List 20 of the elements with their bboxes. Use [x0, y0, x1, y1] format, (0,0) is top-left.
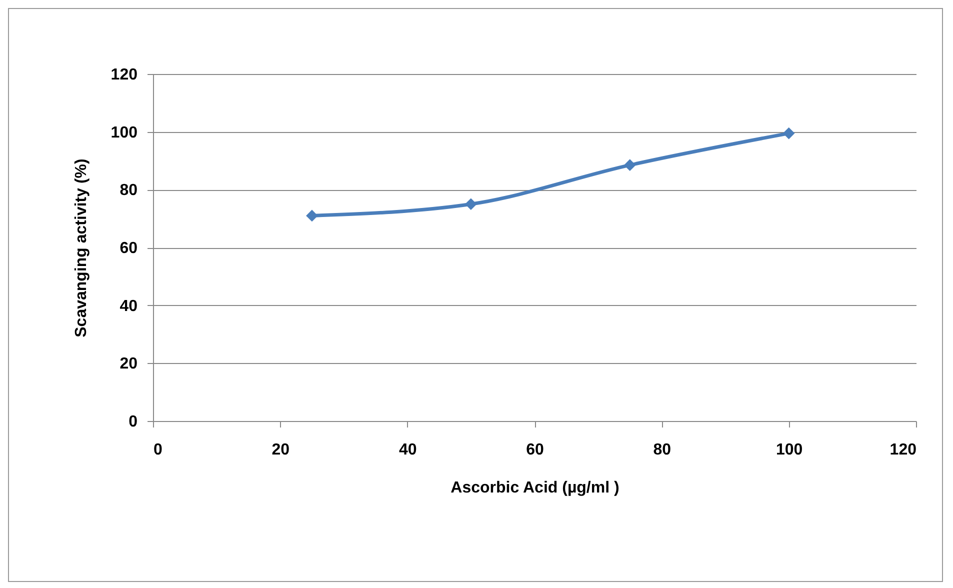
y-tick-label: 0 — [128, 414, 138, 430]
x-tick-label: 120 — [890, 442, 917, 458]
point — [306, 210, 318, 222]
y-tick-label: 20 — [120, 356, 138, 373]
x-axis-title: Ascorbic Acid (µg/ml ) — [450, 480, 620, 496]
point — [624, 159, 636, 172]
y-tick-label: 60 — [120, 240, 138, 257]
y-axis-title: Scavanging activity (%) — [72, 158, 90, 338]
y-tick-label: 80 — [120, 182, 138, 200]
x-tick-label: 40 — [398, 442, 417, 458]
point — [465, 198, 477, 210]
x-tick-label: 80 — [653, 442, 672, 458]
x-tick-label: 0 — [154, 442, 162, 458]
y-tick-label: 120 — [110, 66, 138, 84]
x-tick-label: 20 — [272, 442, 290, 458]
y-tick-label: 100 — [110, 124, 138, 142]
point — [782, 127, 795, 140]
y-tick-label: 40 — [120, 298, 138, 315]
x-tick-label: 60 — [526, 442, 544, 458]
x-tick-label: 100 — [776, 442, 803, 458]
